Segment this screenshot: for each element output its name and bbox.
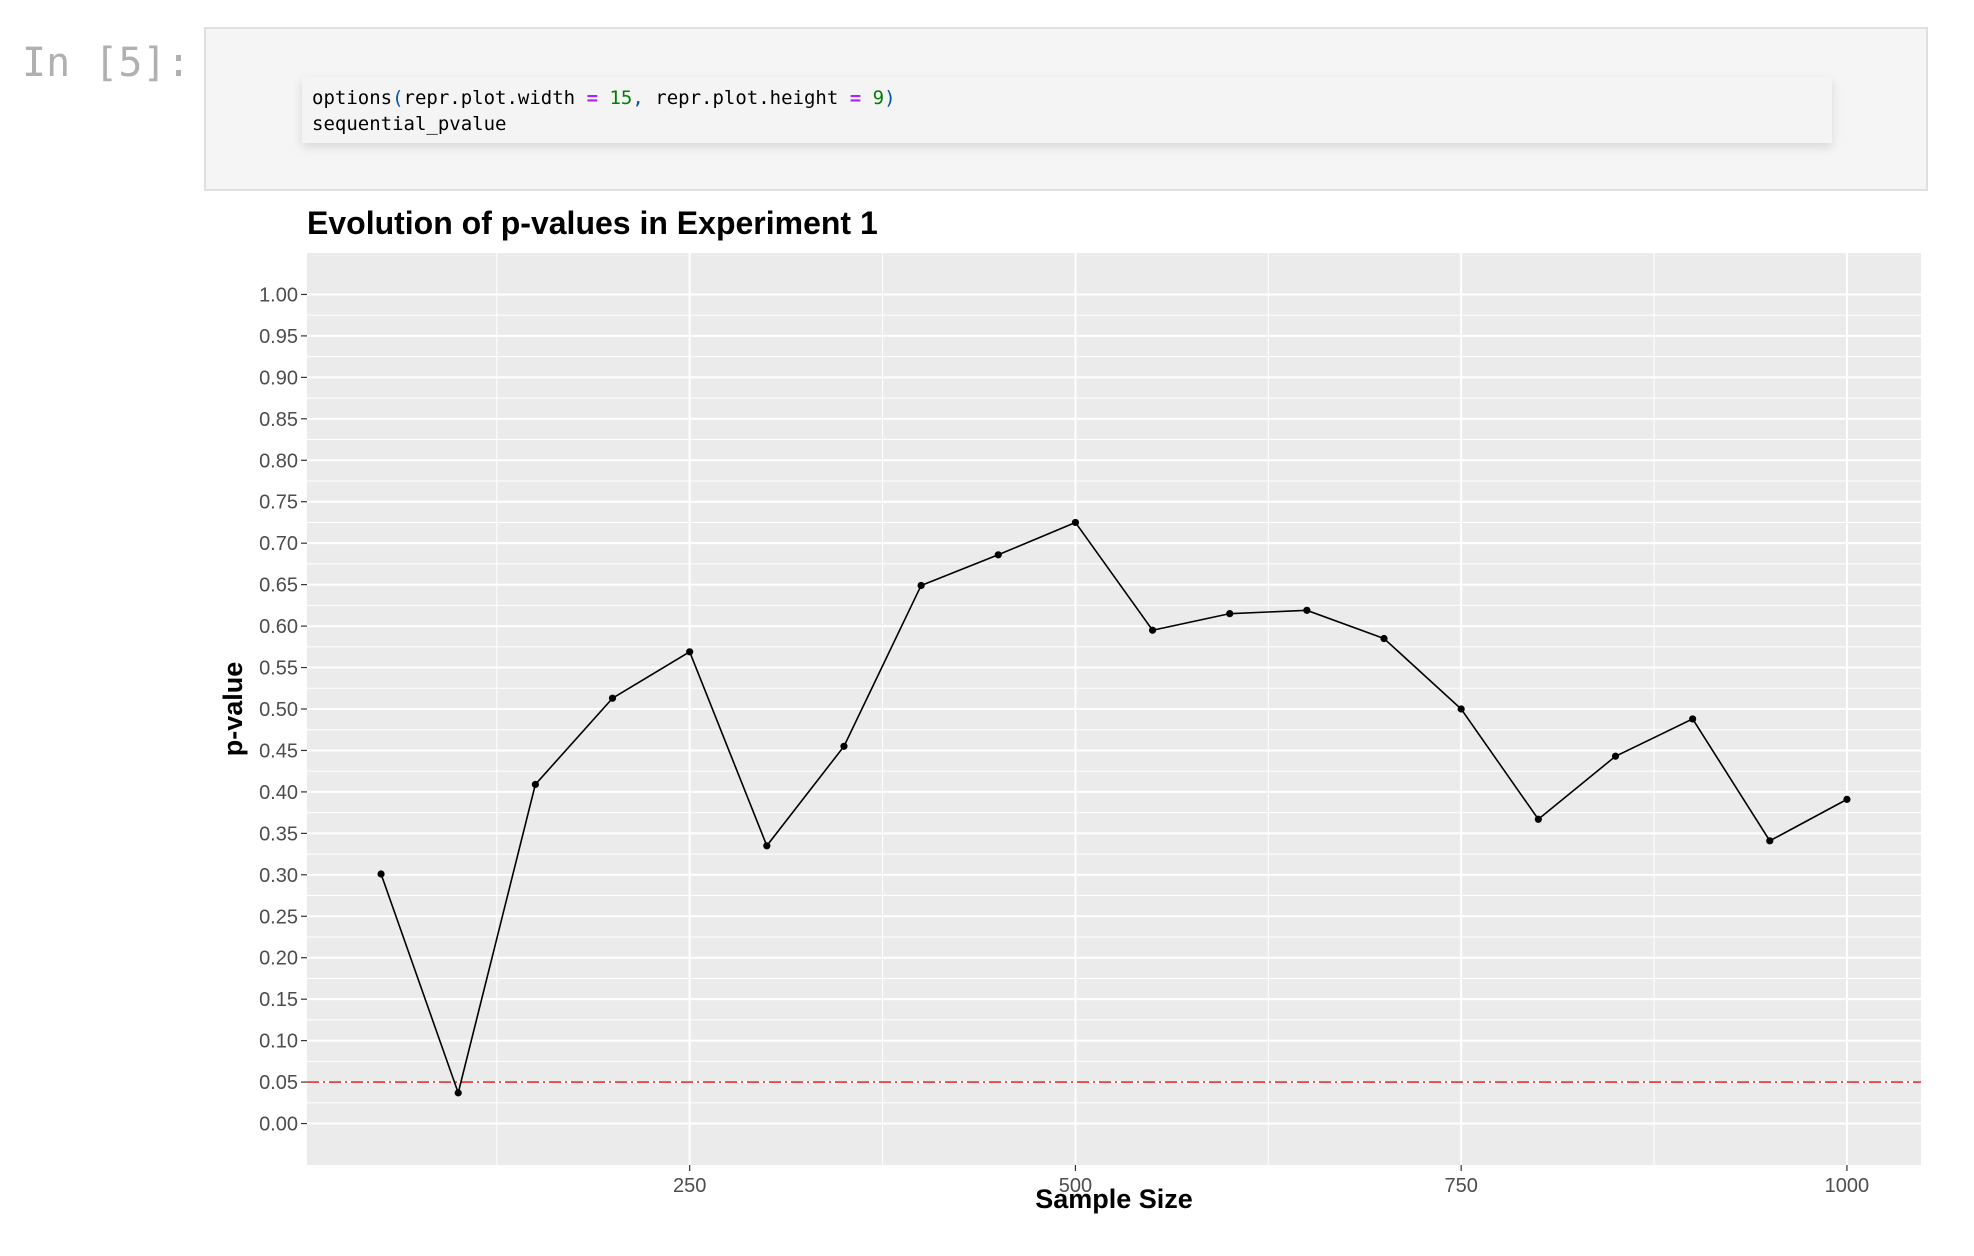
y-tick-label: 0.55	[259, 658, 298, 680]
data-point	[994, 551, 1002, 559]
data-point	[1611, 752, 1620, 760]
code-op-eq-2: =	[849, 87, 862, 109]
y-tick-label: 0.65	[259, 575, 298, 597]
y-tick-label: 0.95	[259, 326, 298, 348]
code-editor[interactable]: options(repr.plot.width = 15, repr.plot.…	[302, 77, 1832, 143]
code-comma: ,	[632, 87, 644, 109]
data-point	[1843, 795, 1851, 803]
code-paren-close: )	[884, 87, 896, 109]
pvalue-chart: 0.00 0.05 0.10 0.15 0.20 0.25 0.30 0.35 0.40 0.45…	[218, 205, 1921, 1214]
y-tick-label: 0.60	[259, 616, 298, 638]
data-point	[377, 870, 385, 878]
chart-title: Evolution of p-values in Experiment 1	[307, 205, 878, 241]
y-tick-label: 0.00	[259, 1114, 298, 1136]
code-cell[interactable]: options(repr.plot.width = 15, repr.plot.…	[204, 27, 1928, 191]
code-arg-width: repr.plot.width	[403, 87, 576, 109]
data-point	[1689, 715, 1697, 723]
data-point	[1303, 606, 1311, 614]
code-num-width: 15	[609, 87, 633, 109]
data-point	[531, 780, 539, 789]
data-point	[763, 842, 771, 850]
y-tick-label: 0.40	[259, 782, 298, 804]
code-arg-height: repr.plot.height	[655, 87, 839, 109]
data-point	[1380, 634, 1388, 643]
data-point	[917, 581, 925, 590]
y-tick-label: 0.35	[259, 823, 298, 845]
y-tick-label: 1.00	[259, 284, 298, 306]
y-tick-label: 0.85	[259, 409, 298, 431]
code-op-eq-1: =	[586, 87, 599, 109]
chart-output: 0.00 0.05 0.10 0.15 0.20 0.25 0.30 0.35 0.40 0.45…	[210, 200, 1940, 1256]
y-tick-label: 0.15	[259, 989, 298, 1011]
y-tick-label: 0.90	[259, 367, 298, 389]
data-point	[608, 694, 617, 702]
code-line-2: sequential_pvalue	[312, 113, 507, 135]
data-point	[686, 648, 694, 656]
y-tick-label: 0.50	[259, 699, 298, 721]
y-tick-label: 0.70	[259, 533, 298, 555]
y-tick-label: 0.80	[259, 450, 298, 472]
y-tick-label: 0.10	[259, 1031, 298, 1053]
y-tick-label: 0.30	[259, 865, 298, 887]
code-num-height: 9	[872, 87, 885, 109]
x-tick-label: 750	[1444, 1175, 1477, 1197]
code-paren-open: (	[392, 87, 404, 109]
y-tick-label: 0.20	[259, 948, 298, 970]
data-point	[1226, 610, 1234, 618]
data-point	[1071, 518, 1080, 527]
data-point	[1534, 815, 1542, 823]
data-point	[1457, 705, 1465, 713]
data-point	[1148, 626, 1157, 634]
data-point	[1766, 837, 1774, 845]
cell-prompt: In [5]:	[22, 40, 191, 86]
y-axis-label: p-value	[218, 662, 248, 757]
data-point	[454, 1089, 462, 1097]
y-tick-label: 0.25	[259, 906, 298, 928]
x-axis-label: Sample Size	[1035, 1184, 1193, 1214]
y-tick-label: 0.45	[259, 740, 298, 762]
code-fn: options	[312, 87, 393, 109]
x-tick-label: 500	[1059, 1175, 1092, 1197]
x-tick-label: 1000	[1825, 1175, 1870, 1197]
pvalue-line	[380, 521, 1848, 1096]
x-tick-label: 250	[673, 1175, 706, 1197]
y-tick-label: 0.05	[259, 1072, 298, 1094]
y-tick-label: 0.75	[259, 492, 298, 514]
data-point	[840, 742, 848, 750]
